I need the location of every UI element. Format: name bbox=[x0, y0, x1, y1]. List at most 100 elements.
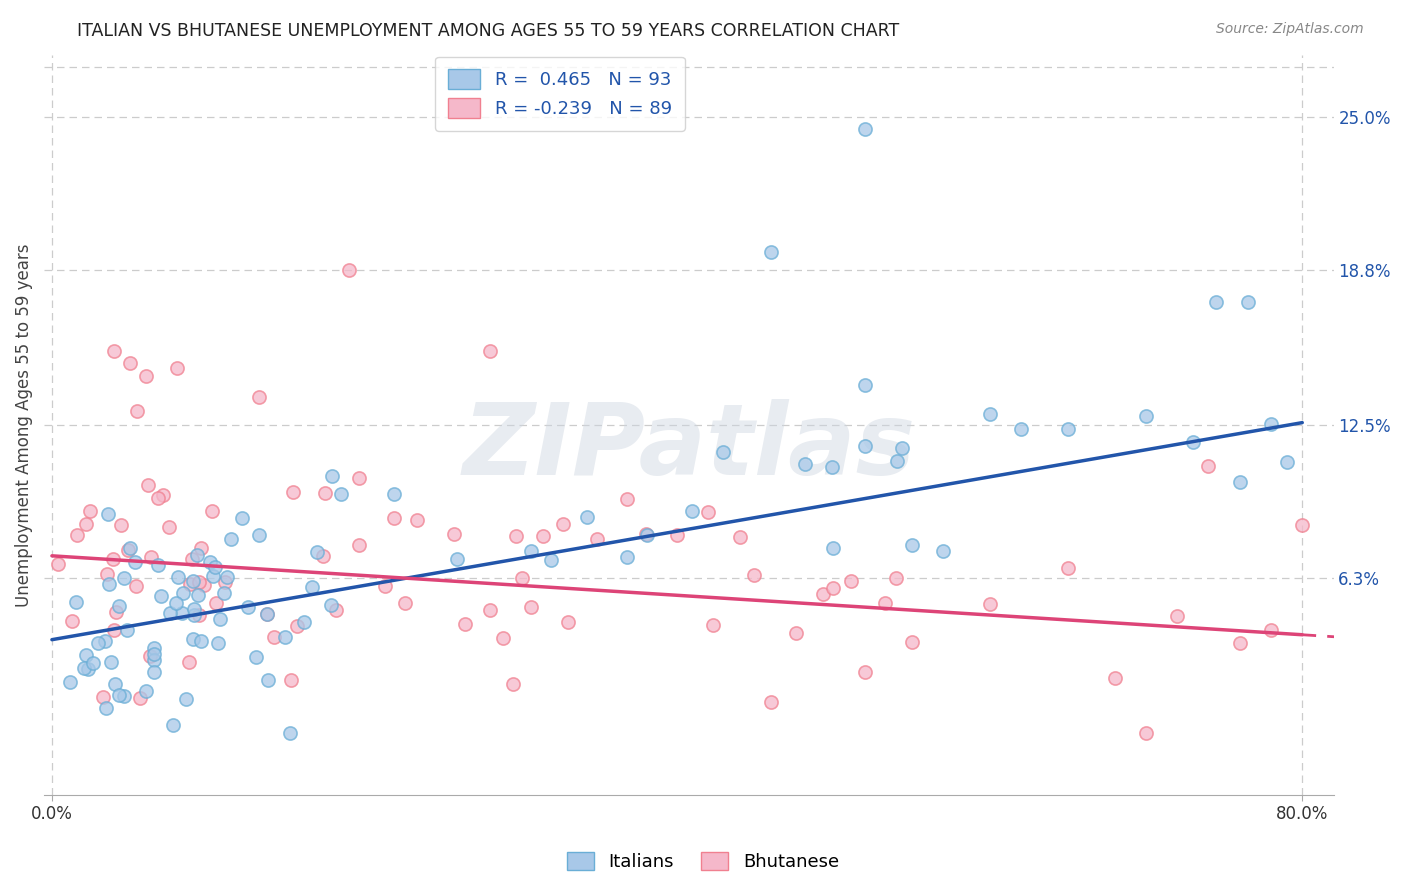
Point bbox=[236, 599, 259, 614]
Point bbox=[319, 598, 342, 612]
Point bbox=[728, 530, 751, 544]
Point bbox=[1010, 421, 1032, 435]
Point bbox=[112, 689, 135, 703]
Point bbox=[321, 469, 343, 483]
Point bbox=[183, 607, 205, 622]
Point bbox=[292, 615, 315, 629]
Point bbox=[553, 517, 575, 532]
Point bbox=[1291, 517, 1313, 532]
Point bbox=[337, 262, 360, 277]
Point bbox=[839, 574, 862, 589]
Point bbox=[519, 600, 541, 615]
Point bbox=[104, 677, 127, 691]
Point bbox=[853, 122, 876, 136]
Point bbox=[505, 529, 527, 543]
Point bbox=[65, 595, 87, 609]
Point bbox=[1056, 422, 1078, 436]
Point bbox=[811, 587, 834, 601]
Point bbox=[900, 634, 922, 648]
Point bbox=[875, 596, 897, 610]
Point bbox=[979, 598, 1001, 612]
Point bbox=[143, 641, 166, 656]
Point bbox=[979, 407, 1001, 421]
Point bbox=[1205, 294, 1227, 309]
Point bbox=[793, 457, 815, 471]
Point bbox=[193, 578, 215, 592]
Point bbox=[557, 615, 579, 630]
Point bbox=[181, 551, 204, 566]
Point bbox=[94, 701, 117, 715]
Point bbox=[110, 518, 132, 533]
Point bbox=[502, 677, 524, 691]
Point bbox=[162, 717, 184, 731]
Point bbox=[634, 527, 657, 541]
Point bbox=[702, 618, 724, 632]
Point bbox=[382, 511, 405, 525]
Point bbox=[139, 549, 162, 564]
Point bbox=[79, 503, 101, 517]
Point bbox=[142, 665, 165, 680]
Point bbox=[256, 607, 278, 621]
Point bbox=[245, 650, 267, 665]
Point bbox=[96, 508, 118, 522]
Point bbox=[616, 549, 638, 564]
Point bbox=[932, 544, 955, 558]
Text: Source: ZipAtlas.com: Source: ZipAtlas.com bbox=[1216, 22, 1364, 37]
Point bbox=[443, 527, 465, 541]
Point bbox=[215, 570, 238, 584]
Point bbox=[97, 576, 120, 591]
Point bbox=[165, 596, 187, 610]
Point bbox=[159, 606, 181, 620]
Point bbox=[208, 612, 231, 626]
Point bbox=[853, 665, 876, 680]
Point bbox=[188, 574, 211, 589]
Point bbox=[187, 608, 209, 623]
Point bbox=[166, 361, 188, 376]
Point bbox=[900, 538, 922, 552]
Point bbox=[307, 544, 329, 558]
Point bbox=[785, 625, 807, 640]
Point bbox=[492, 631, 515, 645]
Point bbox=[616, 491, 638, 506]
Point bbox=[1260, 623, 1282, 637]
Point bbox=[1275, 455, 1298, 469]
Point bbox=[636, 528, 658, 542]
Point bbox=[205, 596, 228, 610]
Point bbox=[46, 557, 69, 571]
Point bbox=[181, 632, 204, 646]
Y-axis label: Unemployment Among Ages 55 to 59 years: Unemployment Among Ages 55 to 59 years bbox=[15, 244, 32, 607]
Point bbox=[172, 586, 194, 600]
Point bbox=[214, 575, 236, 590]
Point bbox=[274, 630, 297, 644]
Point bbox=[117, 623, 139, 637]
Legend: Italians, Bhutanese: Italians, Bhutanese bbox=[560, 846, 846, 879]
Point bbox=[540, 553, 562, 567]
Point bbox=[886, 571, 908, 585]
Point bbox=[212, 586, 235, 600]
Point bbox=[60, 614, 83, 628]
Point bbox=[146, 558, 169, 573]
Point bbox=[347, 538, 370, 552]
Point bbox=[207, 636, 229, 650]
Point bbox=[478, 603, 501, 617]
Point bbox=[77, 662, 100, 676]
Point bbox=[112, 571, 135, 585]
Point bbox=[711, 445, 734, 459]
Point bbox=[117, 543, 139, 558]
Point bbox=[157, 520, 180, 534]
Point bbox=[96, 567, 118, 582]
Point bbox=[281, 484, 304, 499]
Point bbox=[66, 528, 89, 542]
Point bbox=[186, 548, 208, 562]
Point bbox=[170, 607, 193, 621]
Point bbox=[454, 616, 477, 631]
Point bbox=[100, 655, 122, 669]
Point bbox=[256, 607, 278, 621]
Point bbox=[187, 588, 209, 602]
Point bbox=[478, 344, 501, 359]
Point bbox=[148, 491, 170, 505]
Point bbox=[107, 599, 129, 613]
Point bbox=[125, 579, 148, 593]
Point bbox=[103, 623, 125, 637]
Point bbox=[166, 570, 188, 584]
